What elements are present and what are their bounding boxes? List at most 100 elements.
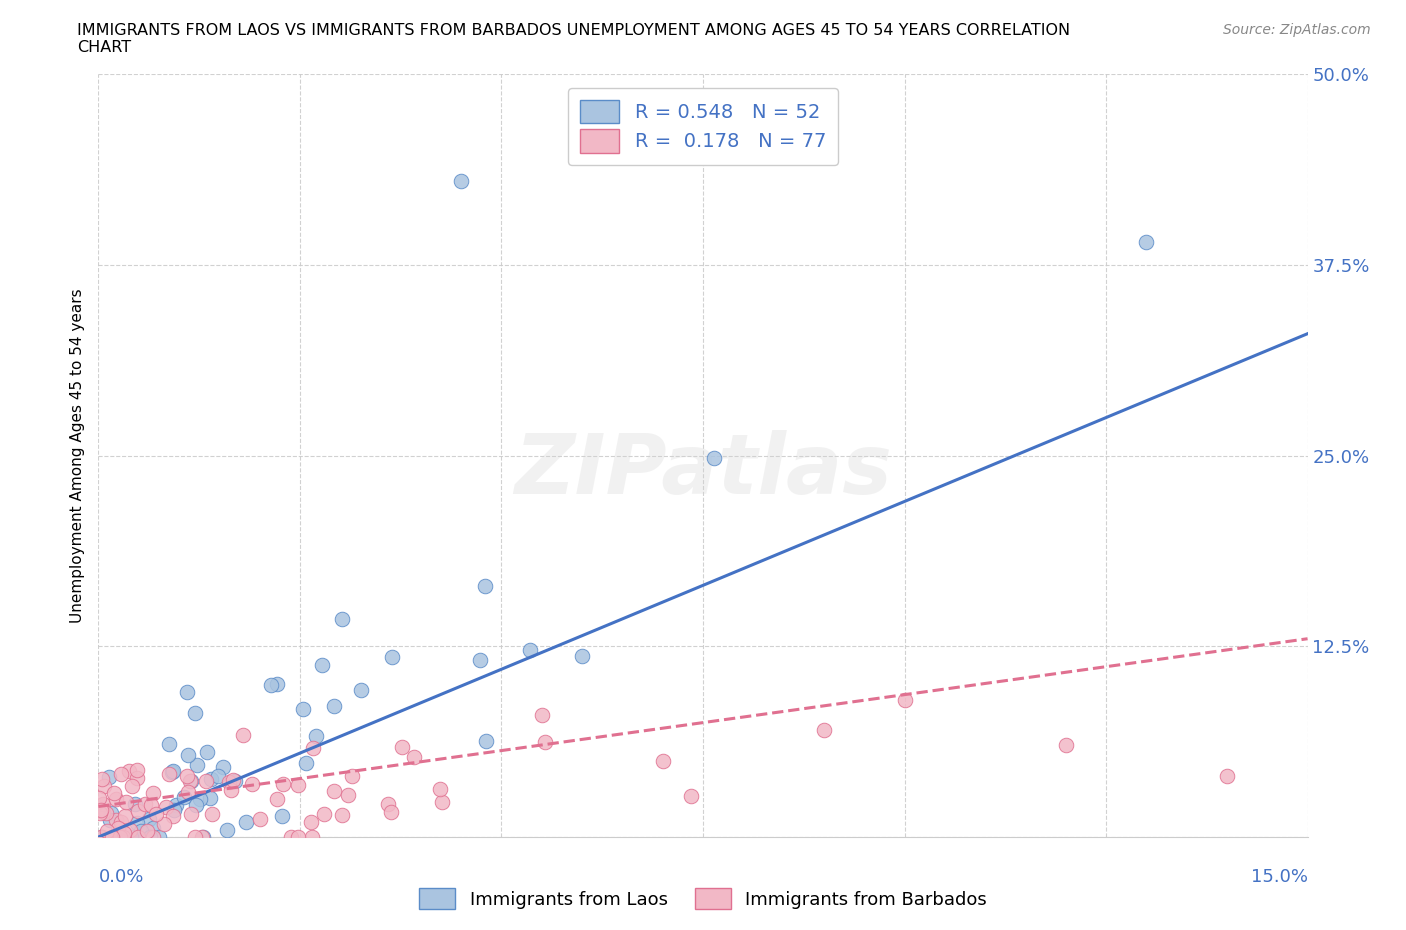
- Point: [219, 782, 242, 797]
- Point: [111, 830, 134, 844]
- Point: [184, 706, 207, 721]
- Point: [224, 774, 246, 789]
- Point: [110, 830, 132, 844]
- Point: [232, 727, 254, 742]
- Point: [180, 806, 202, 821]
- Text: Source: ZipAtlas.com: Source: ZipAtlas.com: [1223, 23, 1371, 37]
- Point: [148, 830, 170, 844]
- Point: [165, 797, 187, 812]
- Point: [571, 649, 593, 664]
- Point: [350, 683, 373, 698]
- Point: [299, 815, 322, 830]
- Point: [110, 767, 132, 782]
- Point: [195, 774, 218, 789]
- Y-axis label: Unemployment Among Ages 45 to 54 years: Unemployment Among Ages 45 to 54 years: [69, 288, 84, 623]
- Point: [118, 764, 141, 778]
- Point: [266, 676, 288, 691]
- Point: [90, 830, 112, 844]
- Point: [340, 768, 363, 783]
- Point: [391, 739, 413, 754]
- Point: [93, 779, 115, 794]
- Point: [235, 814, 257, 829]
- Point: [112, 826, 135, 841]
- Point: [98, 770, 121, 785]
- Point: [1135, 234, 1157, 249]
- Point: [121, 778, 143, 793]
- Legend: Immigrants from Laos, Immigrants from Barbados: Immigrants from Laos, Immigrants from Ba…: [412, 881, 994, 916]
- Point: [301, 830, 323, 844]
- Point: [134, 796, 156, 811]
- Point: [153, 817, 176, 831]
- Point: [336, 788, 359, 803]
- Point: [115, 794, 138, 809]
- Point: [191, 830, 214, 844]
- Point: [110, 815, 132, 830]
- Point: [139, 830, 162, 844]
- Text: 15.0%: 15.0%: [1250, 868, 1308, 885]
- Point: [322, 784, 344, 799]
- Point: [292, 702, 315, 717]
- Point: [191, 830, 214, 844]
- Text: IMMIGRANTS FROM LAOS VS IMMIGRANTS FROM BARBADOS UNEMPLOYMENT AMONG AGES 45 TO 5: IMMIGRANTS FROM LAOS VS IMMIGRANTS FROM …: [77, 23, 1070, 38]
- Point: [142, 829, 165, 844]
- Point: [127, 830, 149, 844]
- Point: [184, 797, 207, 812]
- Point: [124, 797, 146, 812]
- Point: [201, 807, 224, 822]
- Point: [188, 791, 211, 806]
- Point: [110, 830, 132, 844]
- Point: [142, 820, 165, 835]
- Point: [287, 777, 309, 792]
- Point: [198, 790, 221, 805]
- Point: [107, 820, 129, 835]
- Point: [470, 652, 492, 667]
- Point: [127, 771, 149, 786]
- Point: [212, 760, 235, 775]
- Point: [475, 734, 498, 749]
- Point: [162, 764, 184, 778]
- Point: [404, 750, 426, 764]
- Point: [287, 830, 309, 844]
- Point: [101, 830, 124, 844]
- Point: [314, 806, 336, 821]
- Point: [141, 797, 163, 812]
- Point: [91, 830, 114, 844]
- Point: [155, 800, 177, 815]
- Point: [519, 643, 541, 658]
- Point: [96, 805, 118, 820]
- Point: [129, 823, 152, 838]
- Point: [294, 755, 316, 770]
- Point: [104, 791, 127, 806]
- Point: [100, 806, 122, 821]
- Point: [179, 774, 201, 789]
- Point: [1216, 768, 1239, 783]
- Point: [104, 812, 127, 827]
- Point: [162, 809, 184, 824]
- Point: [432, 794, 454, 809]
- Text: CHART: CHART: [77, 40, 131, 55]
- Text: ZIPatlas: ZIPatlas: [515, 431, 891, 512]
- Point: [305, 729, 328, 744]
- Point: [703, 451, 725, 466]
- Point: [173, 790, 195, 804]
- Point: [127, 816, 149, 830]
- Point: [186, 758, 208, 773]
- Point: [125, 763, 148, 777]
- Point: [200, 772, 222, 787]
- Point: [91, 796, 114, 811]
- Point: [280, 830, 302, 844]
- Point: [207, 768, 229, 783]
- Legend: R = 0.548   N = 52, R =  0.178   N = 77: R = 0.548 N = 52, R = 0.178 N = 77: [568, 88, 838, 165]
- Point: [180, 773, 202, 788]
- Point: [91, 804, 114, 819]
- Point: [138, 812, 160, 827]
- Point: [177, 785, 200, 800]
- Point: [270, 808, 292, 823]
- Point: [271, 777, 294, 791]
- Point: [176, 769, 198, 784]
- Point: [323, 699, 346, 714]
- Point: [893, 692, 915, 707]
- Point: [100, 812, 122, 827]
- Point: [429, 781, 451, 796]
- Point: [679, 789, 702, 804]
